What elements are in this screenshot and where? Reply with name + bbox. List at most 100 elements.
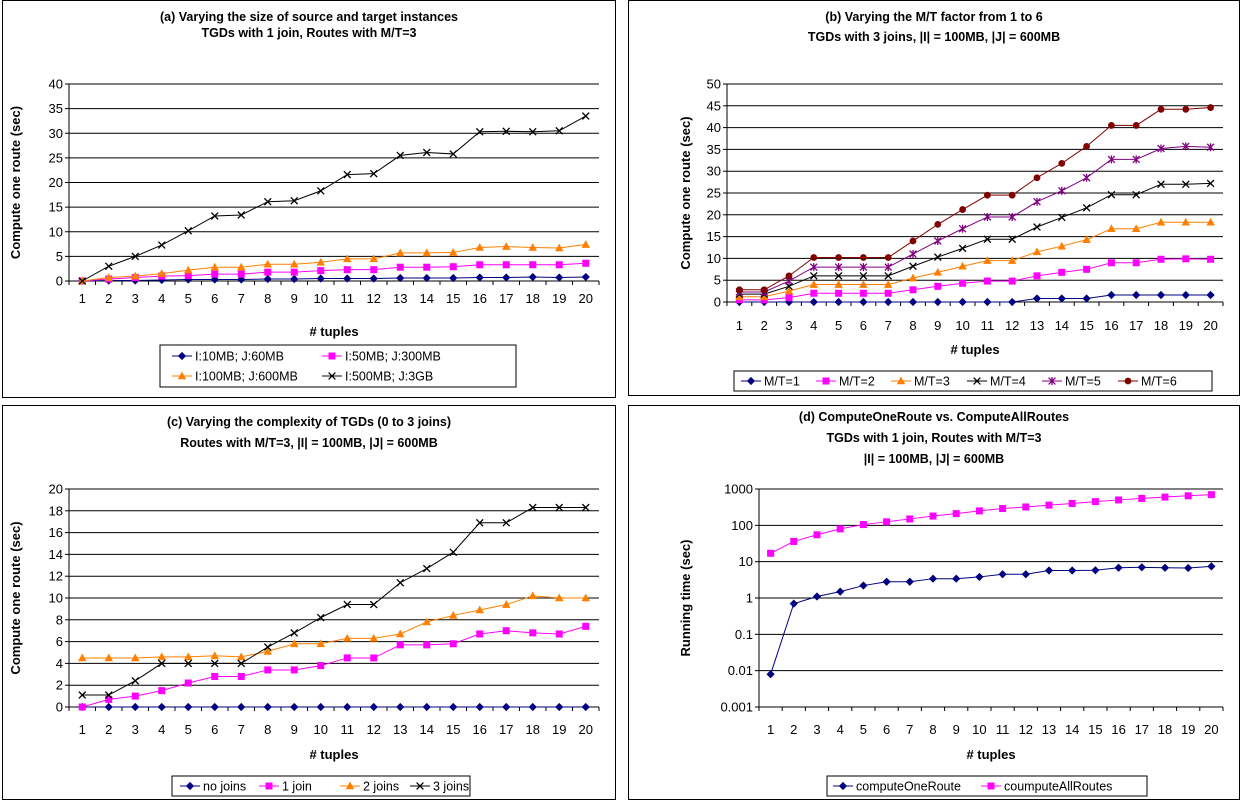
data-point <box>1132 190 1141 199</box>
data-point <box>1137 563 1146 572</box>
data-point <box>449 702 458 712</box>
data-point <box>396 151 405 160</box>
x-tick-label: 4 <box>810 318 817 333</box>
data-point <box>184 702 193 712</box>
data-point <box>396 641 404 649</box>
y-tick-label: 35 <box>49 101 63 116</box>
x-tick-label: 15 <box>1088 722 1102 737</box>
data-point <box>475 605 484 614</box>
data-point <box>909 262 917 271</box>
data-point <box>1157 105 1165 113</box>
data-point <box>316 613 325 622</box>
data-point <box>423 641 431 649</box>
data-point <box>184 659 193 668</box>
data-point <box>423 263 431 271</box>
data-point <box>157 269 166 277</box>
data-point <box>908 273 918 282</box>
legend-label: 2 joins <box>363 780 399 794</box>
data-point <box>528 591 537 600</box>
data-point <box>834 263 843 272</box>
data-point <box>104 653 113 662</box>
series-group <box>78 112 590 285</box>
data-point <box>476 261 484 269</box>
series-group <box>735 290 1215 307</box>
data-point <box>237 702 246 712</box>
x-tick-label: 8 <box>264 291 271 306</box>
data-point <box>1008 212 1017 221</box>
data-point <box>933 236 942 245</box>
data-point <box>157 652 166 661</box>
data-point <box>1108 122 1115 129</box>
data-point <box>1033 174 1041 182</box>
data-point <box>131 252 140 261</box>
x-tick-label: 20 <box>579 291 593 306</box>
data-point <box>836 525 844 533</box>
legend-marker <box>746 376 756 386</box>
data-point <box>131 692 139 700</box>
data-point <box>290 639 299 648</box>
chart-title-line: |I| = 100MB, |J| = 600MB <box>864 452 1004 466</box>
x-tick-label: 17 <box>499 291 513 306</box>
y-tick-label: 30 <box>707 164 721 179</box>
data-point <box>449 150 458 158</box>
chart-title-line: TGDs with 1 join, Routes with M/T=3 <box>202 26 417 40</box>
y-tick-label: 20 <box>49 482 63 497</box>
data-point <box>1045 501 1053 509</box>
legend-label: I:50MB; J:300MB <box>345 350 441 364</box>
data-point <box>317 662 325 670</box>
data-point <box>1132 290 1141 300</box>
data-point <box>835 289 843 297</box>
x-tick-label: 18 <box>526 722 540 737</box>
data-point <box>1032 247 1042 256</box>
data-point <box>343 254 352 263</box>
data-point <box>1157 180 1165 189</box>
data-point <box>1114 563 1123 572</box>
data-point <box>157 659 166 668</box>
x-tick-label: 10 <box>314 291 328 306</box>
data-point <box>104 691 113 699</box>
y-axis-label: Compute one route (sec) <box>678 116 693 269</box>
data-point <box>290 274 299 284</box>
y-tick-label: 6 <box>56 634 63 649</box>
data-point <box>784 286 794 295</box>
series-line <box>770 494 1212 554</box>
y-tick-label: 100 <box>731 518 753 533</box>
data-point <box>983 256 992 264</box>
data-point <box>237 659 246 668</box>
data-point <box>1207 491 1215 499</box>
y-axis-label: Running time (sec) <box>678 539 693 656</box>
data-point <box>290 666 298 674</box>
data-point <box>1008 235 1017 244</box>
data-point <box>760 286 768 294</box>
data-point <box>736 286 743 294</box>
x-tick-label: 12 <box>1005 318 1019 333</box>
data-point <box>343 274 352 283</box>
y-tick-label: 40 <box>707 120 721 135</box>
data-point <box>809 280 819 288</box>
x-tick-label: 7 <box>906 722 913 737</box>
y-tick-label: 45 <box>707 98 721 113</box>
x-axis-label: # tuples <box>950 342 999 357</box>
data-point <box>316 257 325 266</box>
x-tick-label: 2 <box>790 722 797 737</box>
x-tick-label: 14 <box>420 722 434 737</box>
legend-marker <box>1124 377 1132 385</box>
data-point <box>958 224 967 233</box>
data-point <box>790 537 798 545</box>
data-point <box>835 254 843 261</box>
data-point <box>999 505 1007 513</box>
data-point <box>422 148 431 157</box>
x-tick-label: 5 <box>185 722 192 737</box>
data-point <box>237 211 246 219</box>
x-tick-label: 20 <box>579 722 593 737</box>
legend-marker <box>838 781 848 791</box>
legend-marker <box>328 372 336 380</box>
data-point <box>859 280 868 288</box>
data-point <box>105 695 113 703</box>
data-point <box>529 629 537 637</box>
data-point <box>933 253 942 261</box>
data-point <box>1008 191 1016 199</box>
data-point <box>1206 217 1215 226</box>
data-point <box>237 262 246 271</box>
legend-label: M/T=3 <box>914 375 950 389</box>
